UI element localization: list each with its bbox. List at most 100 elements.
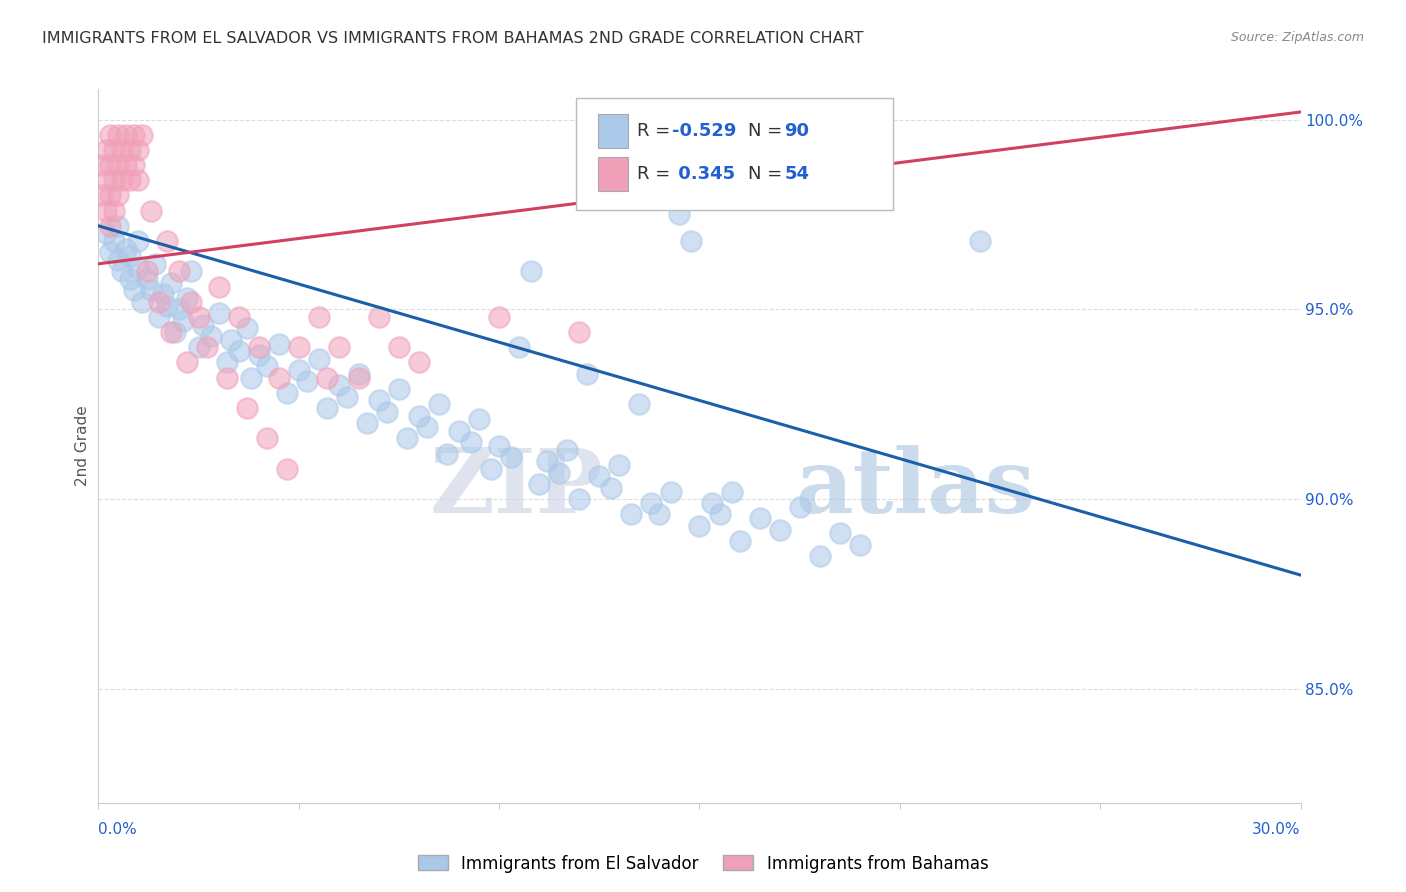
Point: [152, 287, 174, 301]
Point: [436, 447, 458, 461]
Point: [96, 227, 118, 241]
Point: [315, 370, 337, 384]
Point: [191, 318, 214, 332]
Text: 54: 54: [785, 165, 810, 183]
Text: R =: R =: [637, 165, 676, 183]
Point: [120, 249, 142, 263]
Point: [689, 518, 711, 533]
Point: [239, 370, 262, 384]
Point: [276, 462, 298, 476]
Point: [681, 234, 703, 248]
Point: [115, 128, 138, 142]
Point: [256, 431, 278, 445]
Point: [620, 508, 643, 522]
Text: R =: R =: [637, 122, 676, 140]
Point: [408, 355, 430, 369]
Point: [120, 173, 142, 187]
Y-axis label: 2nd Grade: 2nd Grade: [75, 406, 90, 486]
Point: [100, 219, 122, 233]
Point: [180, 294, 202, 309]
Point: [308, 351, 330, 366]
Point: [288, 363, 311, 377]
Text: 90: 90: [785, 122, 810, 140]
Point: [568, 325, 591, 339]
Point: [347, 370, 370, 384]
Point: [155, 299, 177, 313]
Point: [295, 375, 318, 389]
Point: [107, 128, 129, 142]
Text: atlas: atlas: [796, 445, 1035, 533]
Point: [276, 385, 298, 400]
Point: [427, 397, 450, 411]
Point: [139, 284, 162, 298]
Point: [640, 496, 662, 510]
Text: -0.529: -0.529: [672, 122, 737, 140]
Point: [96, 203, 118, 218]
Point: [100, 158, 122, 172]
Point: [408, 409, 430, 423]
Point: [96, 173, 118, 187]
Text: 0.345: 0.345: [672, 165, 735, 183]
Point: [769, 523, 792, 537]
Point: [609, 458, 631, 472]
Point: [668, 207, 690, 221]
Point: [128, 143, 150, 157]
Point: [180, 264, 202, 278]
Point: [388, 340, 411, 354]
Point: [208, 279, 231, 293]
Point: [520, 264, 543, 278]
Point: [139, 203, 162, 218]
Point: [159, 276, 181, 290]
Point: [155, 234, 177, 248]
Point: [103, 234, 125, 248]
Point: [600, 481, 623, 495]
Point: [808, 549, 831, 563]
Point: [508, 340, 530, 354]
Point: [148, 310, 170, 324]
Point: [568, 492, 591, 507]
Point: [555, 442, 578, 457]
Point: [256, 359, 278, 374]
Point: [215, 355, 238, 369]
Point: [308, 310, 330, 324]
Point: [128, 173, 150, 187]
Point: [187, 310, 209, 324]
Point: [100, 128, 122, 142]
Point: [167, 264, 190, 278]
Point: [488, 310, 510, 324]
Point: [96, 143, 118, 157]
Point: [828, 526, 851, 541]
Point: [124, 158, 146, 172]
Point: [124, 284, 146, 298]
Point: [91, 188, 114, 202]
Point: [167, 302, 190, 317]
Text: 30.0%: 30.0%: [1253, 822, 1301, 837]
Text: IMMIGRANTS FROM EL SALVADOR VS IMMIGRANTS FROM BAHAMAS 2ND GRADE CORRELATION CHA: IMMIGRANTS FROM EL SALVADOR VS IMMIGRANT…: [42, 31, 863, 46]
Point: [247, 340, 270, 354]
Point: [588, 469, 610, 483]
Point: [143, 257, 166, 271]
Point: [661, 484, 683, 499]
Point: [131, 128, 153, 142]
Point: [107, 158, 129, 172]
Point: [235, 321, 257, 335]
Point: [111, 143, 134, 157]
Point: [488, 439, 510, 453]
Point: [208, 306, 231, 320]
Point: [124, 128, 146, 142]
Point: [416, 420, 439, 434]
Point: [720, 484, 742, 499]
Point: [103, 143, 125, 157]
Point: [395, 431, 418, 445]
Point: [468, 412, 491, 426]
Point: [219, 333, 242, 347]
Point: [100, 188, 122, 202]
Point: [107, 219, 129, 233]
Point: [128, 260, 150, 275]
Point: [200, 329, 222, 343]
Point: [148, 294, 170, 309]
Point: [356, 416, 378, 430]
Point: [115, 242, 138, 256]
Point: [849, 538, 872, 552]
Point: [215, 370, 238, 384]
